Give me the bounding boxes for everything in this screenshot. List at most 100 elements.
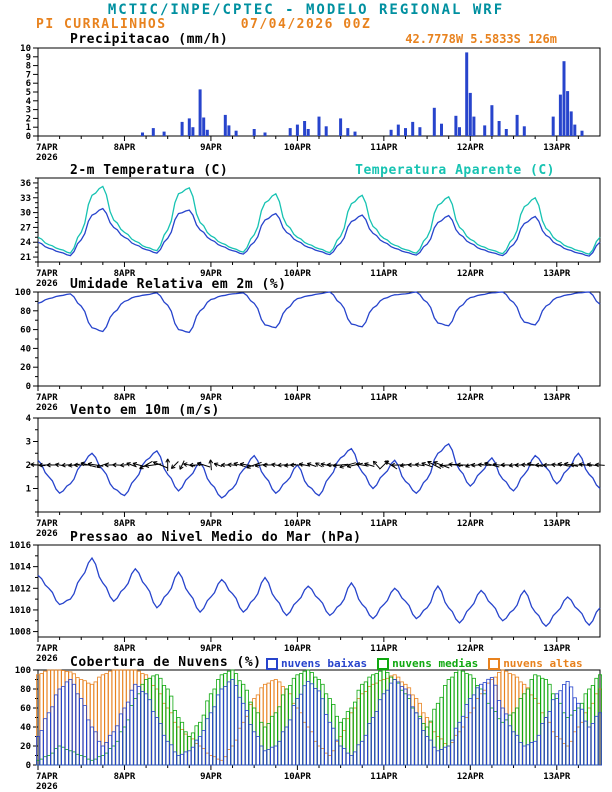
svg-text:9APR: 9APR xyxy=(200,644,222,654)
svg-text:12APR: 12APR xyxy=(457,269,485,279)
svg-text:10APR: 10APR xyxy=(284,269,312,279)
svg-text:7APR: 7APR xyxy=(36,269,58,279)
svg-text:2026: 2026 xyxy=(36,529,58,539)
high-clouds-swatch-icon xyxy=(488,657,501,670)
svg-text:4: 4 xyxy=(26,414,32,424)
svg-text:12APR: 12APR xyxy=(457,644,485,654)
legend-item-low-clouds: nuvens baixas xyxy=(266,657,367,670)
svg-text:7APR: 7APR xyxy=(36,143,58,153)
svg-text:12APR: 12APR xyxy=(457,772,485,782)
svg-text:13APR: 13APR xyxy=(543,519,571,529)
svg-text:1: 1 xyxy=(26,485,31,495)
panel-title-pressure: Pressao ao Nivel Medio do Mar (hPa) xyxy=(70,530,362,545)
svg-text:8APR: 8APR xyxy=(114,644,136,654)
svg-text:10APR: 10APR xyxy=(284,644,312,654)
svg-text:40: 40 xyxy=(20,344,31,354)
svg-text:12APR: 12APR xyxy=(457,393,485,403)
svg-text:8APR: 8APR xyxy=(114,143,136,153)
svg-text:1014: 1014 xyxy=(9,563,31,573)
svg-text:10APR: 10APR xyxy=(284,772,312,782)
station-name: PI CURRALINHOS xyxy=(36,17,167,32)
svg-text:33: 33 xyxy=(20,194,31,204)
svg-text:11APR: 11APR xyxy=(370,393,398,403)
svg-text:80: 80 xyxy=(20,307,31,317)
panel-title-clouds: Cobertura de Nuvens (%) xyxy=(70,655,262,670)
svg-text:8APR: 8APR xyxy=(114,772,136,782)
svg-text:6: 6 xyxy=(26,79,31,89)
svg-text:13APR: 13APR xyxy=(543,269,571,279)
svg-text:4: 4 xyxy=(26,97,32,107)
svg-text:11APR: 11APR xyxy=(370,269,398,279)
svg-text:8APR: 8APR xyxy=(114,393,136,403)
legend-item-high-clouds: nuvens altas xyxy=(488,657,583,670)
svg-text:1012: 1012 xyxy=(9,584,31,594)
svg-text:0: 0 xyxy=(26,382,31,392)
svg-text:10APR: 10APR xyxy=(284,393,312,403)
svg-text:11APR: 11APR xyxy=(370,644,398,654)
svg-text:60: 60 xyxy=(20,326,31,336)
svg-text:20: 20 xyxy=(20,363,31,373)
svg-text:100: 100 xyxy=(15,666,31,676)
svg-text:11APR: 11APR xyxy=(370,519,398,529)
svg-text:13APR: 13APR xyxy=(543,644,571,654)
svg-text:21: 21 xyxy=(20,253,31,263)
svg-text:7APR: 7APR xyxy=(36,519,58,529)
station-coords: 42.7778W 5.5833S 126m xyxy=(405,32,557,46)
svg-text:2: 2 xyxy=(26,461,31,471)
svg-text:2026: 2026 xyxy=(36,654,58,664)
panel-title-precipitation: Precipitacao (mm/h) xyxy=(70,32,229,47)
apparent-temperature-legend: Temperatura Aparente (C) xyxy=(355,163,555,178)
report-title: MCTIC/INPE/CPTEC - MODELO REGIONAL WRF xyxy=(107,2,505,18)
svg-text:13APR: 13APR xyxy=(543,393,571,403)
svg-text:60: 60 xyxy=(20,704,31,714)
svg-text:3: 3 xyxy=(26,106,31,116)
svg-text:2026: 2026 xyxy=(36,279,58,289)
mid-clouds-swatch-icon xyxy=(377,657,390,670)
legend-label-mid-clouds: nuvens medias xyxy=(392,657,479,670)
svg-text:7APR: 7APR xyxy=(36,772,58,782)
legend-item-mid-clouds: nuvens medias xyxy=(377,657,478,670)
svg-text:9APR: 9APR xyxy=(200,772,222,782)
svg-text:2026: 2026 xyxy=(36,782,58,792)
svg-text:11APR: 11APR xyxy=(370,772,398,782)
svg-text:9APR: 9APR xyxy=(200,393,222,403)
svg-text:0: 0 xyxy=(26,761,31,771)
svg-text:2026: 2026 xyxy=(36,153,58,163)
svg-text:1010: 1010 xyxy=(9,606,31,616)
svg-text:9APR: 9APR xyxy=(200,519,222,529)
svg-text:12APR: 12APR xyxy=(457,143,485,153)
cloud-legend: nuvens baixas nuvens medias nuvens altas xyxy=(266,657,583,670)
svg-text:8APR: 8APR xyxy=(114,269,136,279)
svg-text:5: 5 xyxy=(26,88,31,98)
svg-text:11APR: 11APR xyxy=(370,143,398,153)
legend-label-high-clouds: nuvens altas xyxy=(503,657,583,670)
svg-text:7: 7 xyxy=(26,70,31,80)
svg-text:1: 1 xyxy=(26,123,31,133)
svg-text:80: 80 xyxy=(20,685,31,695)
svg-text:2: 2 xyxy=(26,114,31,124)
panel-title-humidity: Umidade Relativa em 2m (%) xyxy=(70,277,287,292)
legend-label-low-clouds: nuvens baixas xyxy=(281,657,368,670)
svg-text:7APR: 7APR xyxy=(36,644,58,654)
svg-text:10APR: 10APR xyxy=(284,143,312,153)
svg-text:2026: 2026 xyxy=(36,403,58,413)
svg-text:7APR: 7APR xyxy=(36,393,58,403)
svg-text:1016: 1016 xyxy=(9,541,31,551)
svg-text:40: 40 xyxy=(20,723,31,733)
svg-text:24: 24 xyxy=(20,238,31,248)
svg-text:30: 30 xyxy=(20,209,31,219)
svg-text:13APR: 13APR xyxy=(543,772,571,782)
svg-text:9APR: 9APR xyxy=(200,143,222,153)
svg-text:8APR: 8APR xyxy=(114,519,136,529)
svg-text:9APR: 9APR xyxy=(200,269,222,279)
svg-text:10: 10 xyxy=(20,44,31,54)
svg-text:12APR: 12APR xyxy=(457,519,485,529)
